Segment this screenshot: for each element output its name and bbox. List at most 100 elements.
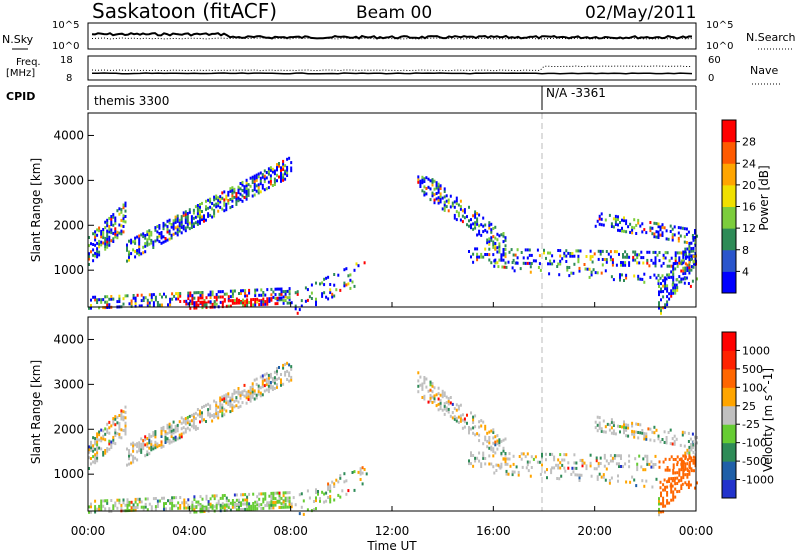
data-cell	[223, 190, 226, 194]
data-cell	[598, 424, 601, 428]
data-cell	[657, 273, 660, 277]
data-cell	[246, 301, 249, 305]
data-cell	[104, 306, 107, 310]
data-cell	[246, 495, 249, 499]
data-cell	[245, 178, 248, 182]
data-cell	[98, 507, 101, 511]
data-cell	[238, 301, 240, 305]
data-cell	[94, 251, 97, 255]
data-cell	[621, 273, 623, 277]
data-cell	[231, 188, 234, 192]
data-cell	[621, 229, 623, 233]
data-cell	[233, 190, 236, 194]
data-cell	[154, 446, 157, 450]
data-cell	[96, 448, 99, 452]
data-cell	[605, 459, 608, 463]
data-cell	[106, 235, 109, 238]
data-cell	[589, 257, 592, 261]
data-cell	[211, 419, 214, 423]
data-cell	[217, 405, 220, 409]
data-cell	[566, 265, 569, 269]
data-cell	[345, 479, 348, 483]
data-cell	[271, 170, 274, 174]
data-cell	[177, 294, 180, 298]
data-cell	[162, 235, 165, 239]
data-cell	[662, 504, 665, 508]
data-cell	[270, 494, 273, 498]
data-cell	[504, 460, 507, 464]
data-cell	[661, 231, 664, 235]
data-cell	[215, 197, 218, 201]
data-cell	[229, 404, 232, 408]
data-cell	[146, 298, 149, 302]
data-cell	[599, 249, 602, 253]
data-cell	[678, 280, 681, 284]
data-cell	[691, 234, 694, 237]
data-cell	[620, 454, 622, 458]
x-axis-ticks: 00:00 04:00 08:00 12:00 16:00 20:00 00:00	[71, 302, 713, 538]
data-cell	[205, 199, 207, 203]
data-cell	[259, 171, 262, 175]
data-cell	[180, 225, 183, 229]
data-cell	[264, 300, 267, 304]
data-cell	[642, 457, 645, 461]
data-cell	[244, 507, 247, 511]
data-cell	[176, 225, 179, 229]
data-cell	[106, 237, 109, 241]
x-tick-label: 04:00	[172, 524, 207, 538]
data-cell	[207, 402, 210, 406]
data-cell	[614, 220, 617, 224]
data-cell	[492, 447, 495, 451]
colorbar-swatch	[722, 228, 736, 251]
data-cell	[647, 427, 650, 431]
data-cell	[290, 161, 293, 165]
data-cell	[649, 438, 652, 442]
data-cell	[273, 183, 276, 186]
data-cell	[692, 459, 695, 462]
data-cell	[267, 390, 270, 394]
data-cell	[569, 254, 572, 258]
data-cell	[241, 199, 244, 203]
data-cell	[156, 502, 159, 506]
data-cell	[168, 441, 171, 445]
data-cell	[261, 385, 264, 389]
data-cell	[225, 409, 228, 413]
data-cell	[545, 256, 547, 260]
data-cell	[478, 213, 481, 217]
data-cell	[148, 452, 151, 456]
data-cell	[608, 479, 611, 482]
data-cell	[635, 422, 638, 426]
data-cell	[186, 426, 189, 430]
data-cell	[249, 386, 252, 390]
data-cell	[207, 206, 210, 210]
data-cell	[203, 507, 206, 511]
data-cell	[243, 383, 246, 387]
data-cell	[457, 214, 460, 218]
data-cell	[666, 485, 669, 489]
data-cell	[272, 506, 275, 510]
data-cell	[94, 461, 97, 465]
data-cell	[273, 370, 276, 374]
data-cell	[298, 308, 301, 312]
data-cell	[658, 465, 661, 469]
data-cell	[94, 233, 97, 236]
data-cell	[474, 433, 477, 437]
data-cell	[530, 253, 533, 257]
data-cell	[258, 497, 261, 501]
data-cell	[506, 462, 509, 466]
data-cell	[631, 429, 634, 433]
data-cell	[282, 301, 285, 305]
data-cell	[237, 389, 240, 393]
data-cell	[215, 506, 218, 510]
data-cell	[114, 216, 117, 220]
data-cell	[102, 429, 105, 433]
data-cell	[653, 439, 656, 443]
data-cell	[284, 172, 287, 176]
data-cell	[433, 187, 436, 191]
data-cell	[559, 254, 562, 258]
data-cell	[124, 201, 127, 205]
data-cell	[610, 418, 613, 422]
data-cell	[201, 293, 204, 297]
data-cell	[92, 444, 95, 448]
data-cell	[271, 379, 274, 383]
